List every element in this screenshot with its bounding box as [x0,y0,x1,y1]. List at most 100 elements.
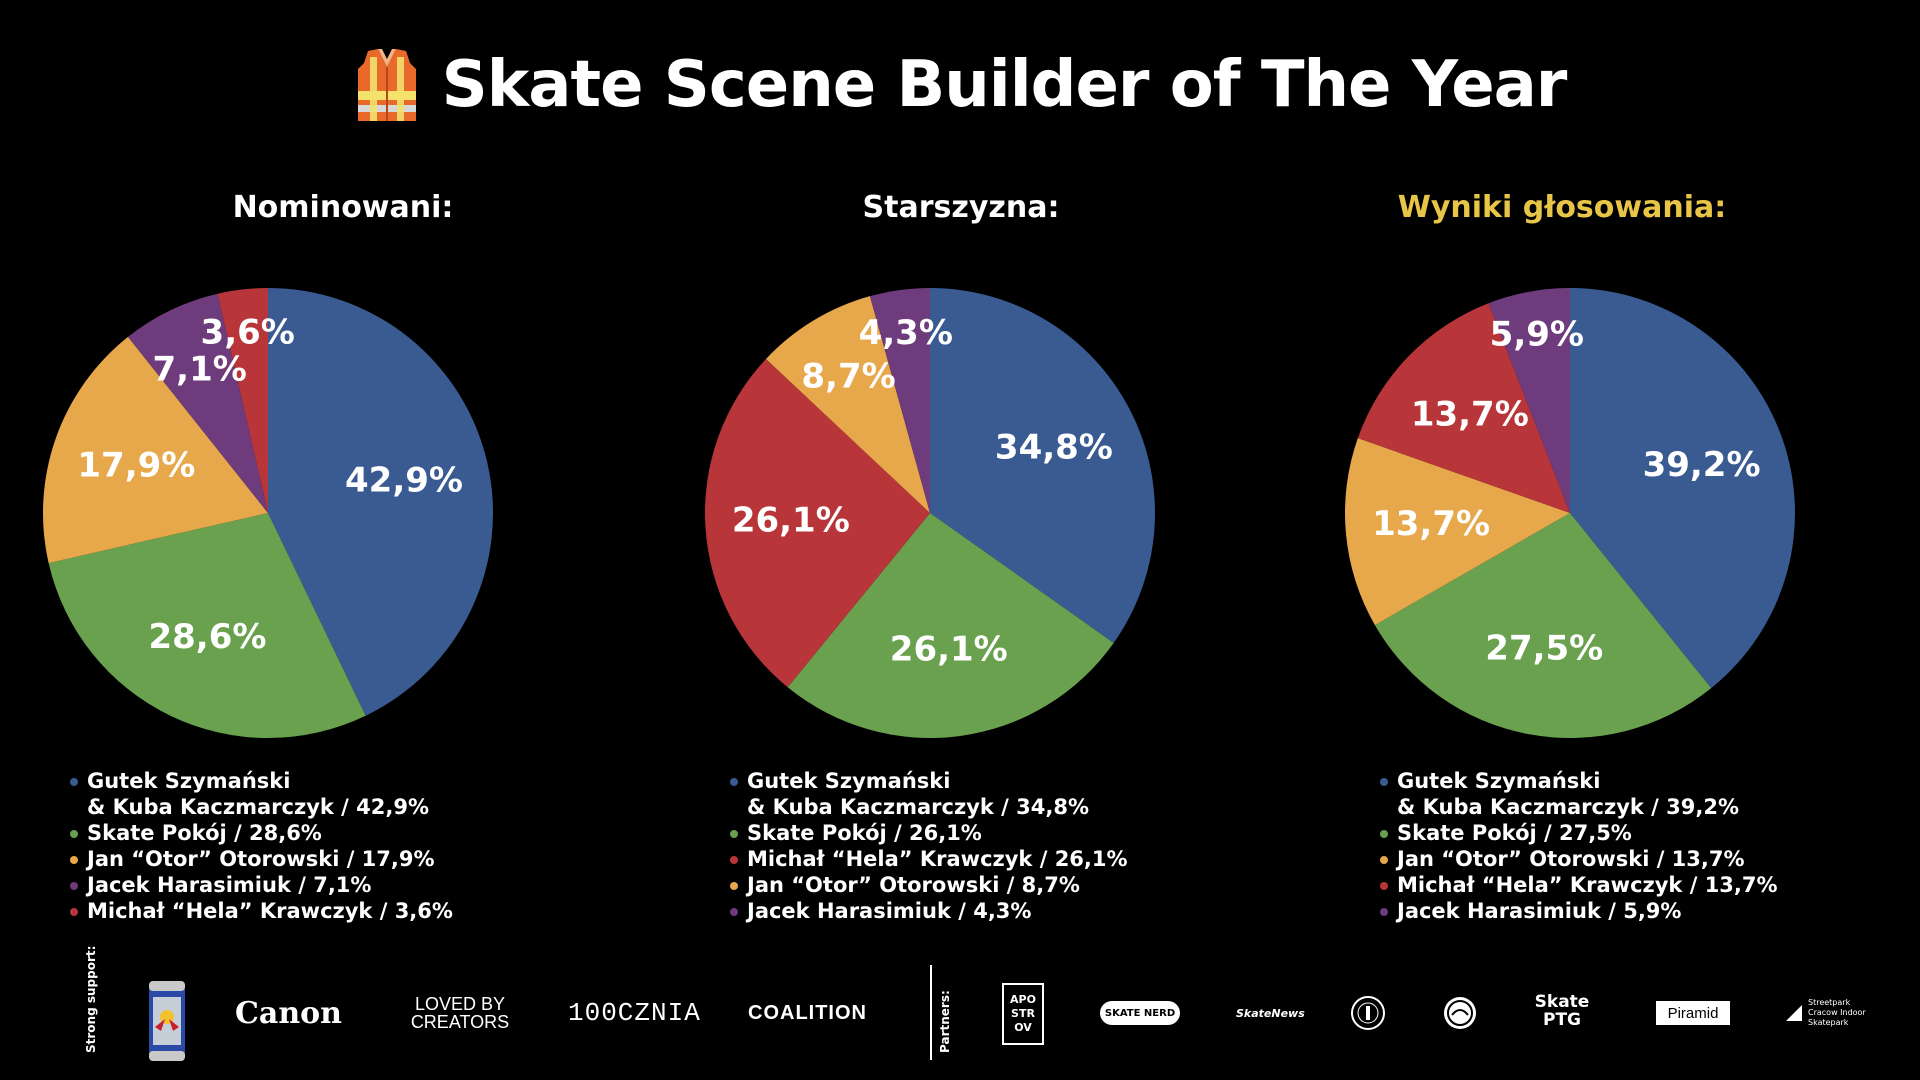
skate-nerd-logo: SKATE NERD [1100,1001,1180,1025]
slice-value-label: 42,9% [345,460,463,500]
chart-starszyzna: Starszyzna: 34,8% 26,1% 26,1% 8,7% 4,3% Gute… [650,190,1270,940]
legend-label: Gutek Szymański [1397,769,1601,793]
energy-drink-can-logo [149,981,185,1061]
legend-marker [70,778,78,786]
chart-title: Wyniki głosowania: [1397,190,1727,225]
legend-label: Jan “Otor” Otorowski / 17,9% [87,847,435,871]
legend-label: Jacek Harasimiuk / 7,1% [87,873,372,897]
skateboard-badge-icon [1444,997,1476,1029]
legend-entry: Michał “Hela” Krawczyk / 26,1% [730,846,1128,872]
legend-entry: Michał “Hela” Krawczyk / 3,6% [70,898,453,924]
pie-slice [1374,513,1712,738]
legend-entry: Skate Pokój / 28,6% [70,820,453,846]
pie-slice [705,358,930,688]
pie-slice [268,288,493,716]
slice-value-label: 8,7% [801,357,895,397]
legend-entry: Gutek Szymański & Kuba Kaczmarczyk / 34,8… [730,768,1128,820]
chart-legend: Gutek Szymański & Kuba Kaczmarczyk / 39,2… [1380,768,1778,924]
pie-slice [1488,288,1570,513]
pie-chart: 39,2% 27,5% 13,7% 13,7% 5,9% [1345,288,1795,738]
legend-marker [1380,778,1388,786]
slice-value-label: 26,1% [890,630,1008,670]
legend-marker [70,908,78,916]
legend-label: Michał “Hela” Krawczyk / 3,6% [87,899,453,923]
legend-label: Michał “Hela” Krawczyk / 26,1% [747,847,1128,871]
legend-marker [1380,908,1388,916]
streetpark-logo: Streetpark Cracow Indoor Skatepark [1784,997,1874,1029]
legend-entry: Skate Pokój / 27,5% [1380,820,1778,846]
legend-entry: Gutek Szymański & Kuba Kaczmarczyk / 42,9… [70,768,453,820]
legend-label-continued: & Kuba Kaczmarczyk / 39,2% [1397,795,1739,819]
legend-marker [1380,882,1388,890]
legend-label: Skate Pokój / 28,6% [87,821,322,845]
legend-label: Jan “Otor” Otorowski / 8,7% [747,873,1080,897]
legend-entry: Jacek Harasimiuk / 5,9% [1380,898,1778,924]
legend-entry: Jan “Otor” Otorowski / 17,9% [70,846,453,872]
slice-value-label: 13,7% [1411,394,1529,434]
legend-entry: Jan “Otor” Otorowski / 8,7% [730,872,1128,898]
slice-value-label: 34,8% [995,427,1113,467]
slice-value-label: 13,7% [1372,504,1490,544]
legend-label: Gutek Szymański [747,769,951,793]
legend-label: Jacek Harasimiuk / 4,3% [747,899,1032,923]
chart-title: Starszyzna: [862,190,1060,225]
slice-value-label: 4,3% [859,313,953,353]
legend-label: Jan “Otor” Otorowski / 13,7% [1397,847,1745,871]
streetpark-text: Streetpark Cracow Indoor Skatepark [1808,998,1866,1027]
piramid-logo: Piramid [1656,1001,1730,1025]
legend-marker [70,882,78,890]
skate-ptg-logo: Skate PTG [1534,992,1590,1030]
pie-slice [930,288,1155,643]
pie-slice [217,288,268,513]
pie-slice [1345,438,1570,626]
safety-vest-icon [357,49,416,121]
slice-value-label: 7,1% [153,350,247,390]
legend-label: Jacek Harasimiuk / 5,9% [1397,899,1682,923]
sponsor-footer: Strong support: Canon LOVED BY CREATORS … [0,946,1920,1065]
strong-support-label: Strong support: [84,945,98,1053]
legend-label: Gutek Szymański [87,769,291,793]
pie-slice [1570,288,1795,689]
legend-marker [730,830,738,838]
title-row: Skate Scene Builder of The Year [0,30,1920,140]
footer-divider [930,965,932,1060]
pie-slice [43,336,268,564]
legend-label: Skate Pokój / 26,1% [747,821,982,845]
slice-value-label: 27,5% [1485,629,1603,669]
pie-chart: 42,9% 28,6% 17,9% 7,1%3,6% [43,288,493,738]
legend-label-continued: & Kuba Kaczmarczyk / 42,9% [87,795,429,819]
pie-slice [48,513,366,738]
legend-entry: Skate Pokój / 26,1% [730,820,1128,846]
slice-value-label: 39,2% [1643,445,1761,485]
slice-value-label: 5,9% [1490,315,1584,355]
legend-entry: Michał “Hela” Krawczyk / 13,7% [1380,872,1778,898]
legend-marker [1380,856,1388,864]
partners-label: Partners: [938,990,952,1053]
pie-chart: 34,8% 26,1% 26,1% 8,7%4,3% [705,288,1155,738]
pie-slice [869,288,930,513]
legend-marker [730,908,738,916]
legend-label-continued: & Kuba Kaczmarczyk / 34,8% [747,795,1089,819]
chart-legend: Gutek Szymański & Kuba Kaczmarczyk / 42,9… [70,768,453,924]
legend-marker [730,882,738,890]
page-title: Skate Scene Builder of The Year [441,48,1568,122]
slice-value-label: 3,6% [201,313,295,353]
legend-marker [730,856,738,864]
legend-entry: Jacek Harasimiuk / 4,3% [730,898,1128,924]
loved-by-creators-logo: LOVED BY CREATORS [410,994,510,1032]
legend-marker [70,830,78,838]
slice-value-label: 28,6% [148,617,266,657]
100cznia-logo: 100CZNIA [568,998,701,1028]
chart-title: Nominowani: [232,190,454,225]
canon-logo: Canon [235,995,342,1031]
legend-label: Michał “Hela” Krawczyk / 13,7% [1397,873,1778,897]
legend-entry: Jan “Otor” Otorowski / 13,7% [1380,846,1778,872]
skatenews-logo: SkateNews [1236,1006,1305,1020]
apostrov-logo: APO STR OV [1002,983,1044,1045]
chart-wyniki: Wyniki głosowania: 39,2% 27,5% 13,7% 13,7% 5… [1290,190,1910,940]
pie-slice [787,513,1114,738]
pie-slice [127,293,268,513]
chart-nominowani: Nominowani: 42,9% 28,6% 17,9% 7,1% 3,6% Gute… [40,190,660,940]
round-badge-icon [1351,996,1385,1030]
coalition-logo: COALITION [748,1001,867,1024]
